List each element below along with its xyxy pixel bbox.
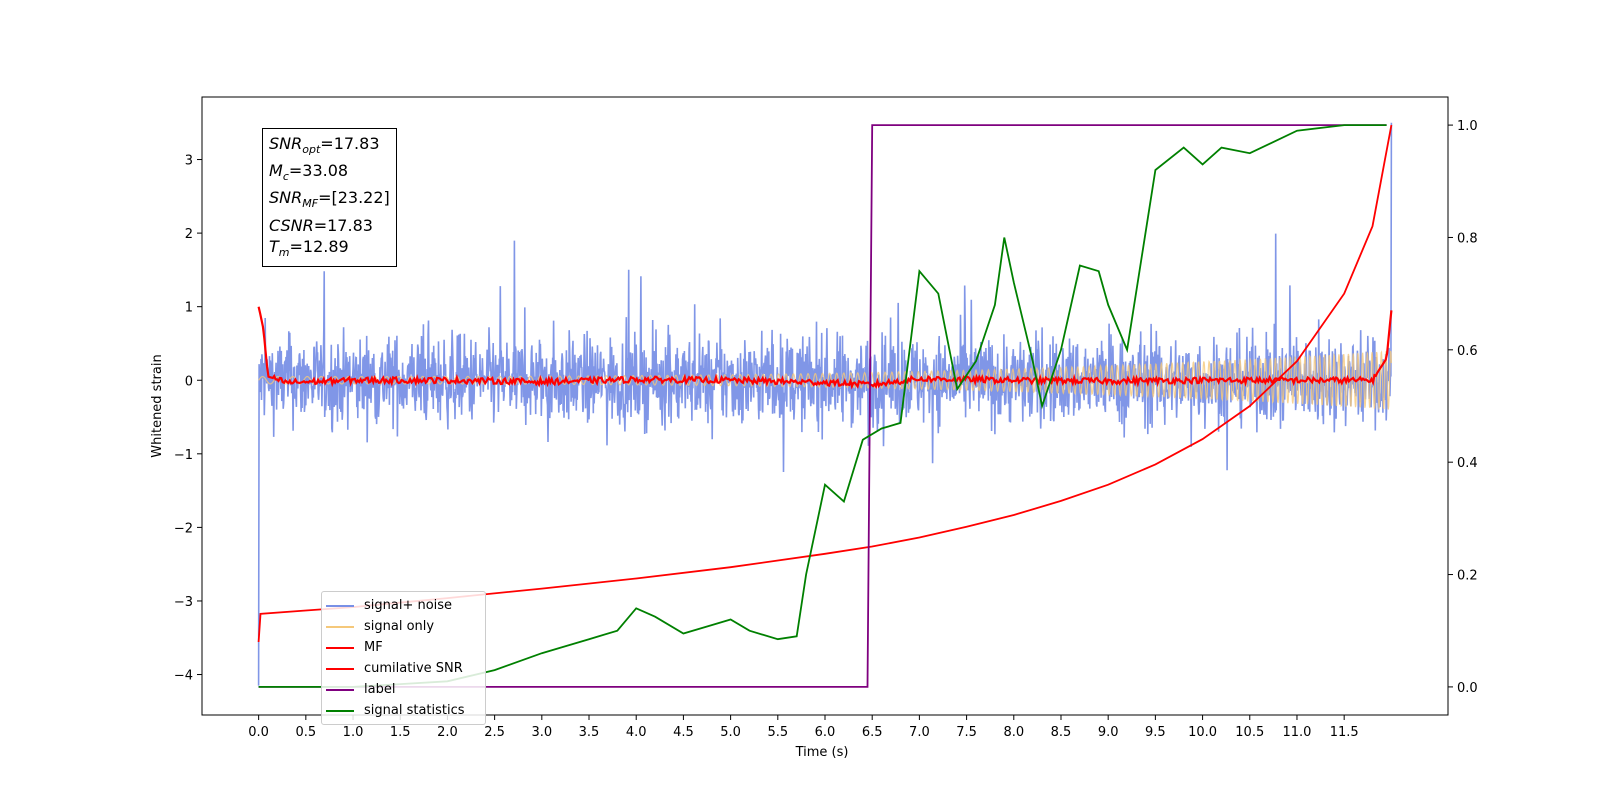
legend-swatch bbox=[326, 625, 354, 628]
y-tick-label: −1 bbox=[174, 448, 193, 463]
mc-line: Mc=33.08 bbox=[269, 161, 349, 184]
x-tick-label: 10.0 bbox=[1188, 725, 1217, 740]
legend-swatch bbox=[326, 604, 354, 607]
x-tick-label: 8.5 bbox=[1051, 725, 1072, 740]
x-tick-label: 4.0 bbox=[626, 725, 647, 740]
x-axis-label: Time (s) bbox=[795, 745, 849, 760]
legend-item-label: label bbox=[326, 679, 481, 700]
y-right-tick-label: 0.6 bbox=[1457, 344, 1478, 359]
legend-label: signal+ noise bbox=[364, 598, 453, 613]
x-tick-label: 6.0 bbox=[815, 725, 836, 740]
legend-label: MF bbox=[364, 640, 383, 655]
tm-value: =12.89 bbox=[289, 236, 349, 256]
x-tick-label: 2.5 bbox=[484, 725, 505, 740]
snr-mf-line: SNRMF=[23.22] bbox=[269, 188, 390, 211]
x-tick-label: 9.5 bbox=[1145, 725, 1166, 740]
x-tick-label: 4.5 bbox=[673, 725, 694, 740]
series-mf bbox=[257, 306, 1393, 390]
y-right-tick-label: 0.8 bbox=[1457, 231, 1478, 246]
y-tick-label: −4 bbox=[174, 669, 193, 684]
series-label bbox=[258, 124, 1387, 688]
legend-swatch bbox=[326, 667, 354, 670]
x-tick-label: 5.5 bbox=[767, 725, 788, 740]
x-tick-label: 11.5 bbox=[1330, 725, 1359, 740]
csnr-line: CSNR=17.83 bbox=[269, 215, 373, 235]
legend-label: signal only bbox=[364, 619, 435, 634]
x-tick-label: 0.0 bbox=[248, 725, 269, 740]
x-tick-label: 7.5 bbox=[956, 725, 977, 740]
x-tick-label: 7.0 bbox=[909, 725, 930, 740]
legend-swatch bbox=[326, 646, 354, 649]
x-tick-label: 10.5 bbox=[1235, 725, 1264, 740]
x-tick-label: 1.0 bbox=[343, 725, 364, 740]
legend-item-mf: MF bbox=[326, 637, 481, 658]
x-tick-label: 3.0 bbox=[531, 725, 552, 740]
x-tick-label: 11.0 bbox=[1282, 725, 1311, 740]
mc-value: =33.08 bbox=[288, 161, 349, 181]
y-right-tick-label: 0.2 bbox=[1457, 569, 1478, 584]
y-right-tick-label: 0.4 bbox=[1457, 456, 1478, 471]
x-tick-label: 5.0 bbox=[720, 725, 741, 740]
x-tick-label: 9.0 bbox=[1098, 725, 1119, 740]
series-signal-statistics bbox=[258, 124, 1387, 688]
x-tick-label: 3.5 bbox=[579, 725, 600, 740]
legend-item-signal-noise: signal+ noise bbox=[326, 595, 481, 616]
y-tick-label: −3 bbox=[174, 595, 193, 610]
legend-swatch bbox=[326, 709, 354, 712]
csnr-value: =17.83 bbox=[313, 215, 373, 235]
legend-item-signal-only: signal only bbox=[326, 616, 481, 637]
snr-opt-line: SNRopt=17.83 bbox=[269, 134, 380, 157]
y-tick-label: −2 bbox=[174, 521, 193, 536]
legend-label: cumilative SNR bbox=[364, 661, 463, 676]
y-tick-label: 1 bbox=[185, 301, 193, 316]
y-right-tick-label: 1.0 bbox=[1457, 119, 1478, 134]
snr-opt-value: =17.83 bbox=[320, 134, 380, 153]
legend-label: label bbox=[364, 682, 396, 697]
x-tick-label: 6.5 bbox=[862, 725, 883, 740]
tm-line: Tm=12.89 bbox=[269, 236, 349, 259]
y-tick-label: 3 bbox=[185, 154, 193, 169]
legend-swatch bbox=[326, 688, 354, 691]
legend: signal+ noise signal only MF cumilative … bbox=[321, 591, 486, 725]
legend-label: signal statistics bbox=[364, 703, 465, 718]
snr-mf-value: =[23.22] bbox=[318, 188, 390, 208]
info-annotation-box: SNRopt=17.83 Mc=33.08 SNRMF=[23.22] CSNR… bbox=[262, 128, 397, 267]
legend-item-cumulative-snr: cumilative SNR bbox=[326, 658, 481, 679]
y-right-tick-label: 0.0 bbox=[1457, 681, 1478, 696]
y-tick-label: 0 bbox=[185, 374, 193, 389]
x-tick-label: 8.0 bbox=[1003, 725, 1024, 740]
x-tick-label: 0.5 bbox=[295, 725, 316, 740]
y-axis-label: Whitened strain bbox=[150, 354, 165, 457]
x-tick-label: 2.0 bbox=[437, 725, 458, 740]
x-tick-label: 1.5 bbox=[390, 725, 411, 740]
y-tick-label: 2 bbox=[185, 227, 193, 242]
legend-item-signal-statistics: signal statistics bbox=[326, 700, 481, 721]
